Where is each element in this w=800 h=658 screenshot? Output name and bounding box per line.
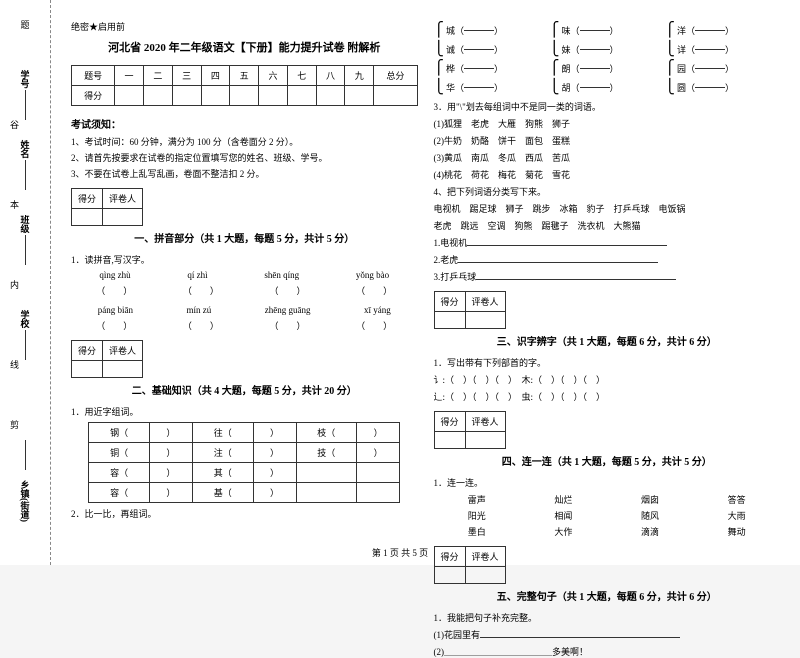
notice-item: 3、不要在试卷上乱写乱画，卷面不整洁扣 2 分。 — [71, 167, 418, 180]
section-title: 三、识字辨字（共 1 大题，每题 6 分，共计 6 分） — [434, 333, 781, 348]
score-table: 题号 一二 三四 五六 七八 九总分 得分 — [71, 65, 418, 106]
side-label: 姓名 — [19, 140, 32, 158]
side-label: 学校 — [19, 310, 32, 328]
question: 1．写出带有下列部首的字。 — [434, 356, 781, 369]
mark: 本 — [8, 200, 21, 209]
mark: 剪 — [8, 420, 21, 429]
question: 4、把下列词语分类写下来。 — [434, 185, 781, 198]
confidential: 绝密★启用前 — [71, 20, 418, 33]
page-footer: 第 1 页 共 5 页 — [0, 546, 800, 559]
marker-table: 得分评卷人 — [71, 340, 143, 378]
mark: 线 — [8, 360, 21, 369]
section-title: 一、拼音部分（共 1 大题，每题 5 分，共计 5 分） — [71, 230, 418, 245]
question: 2．比一比，再组词。 — [71, 507, 418, 520]
question: 1．连一连。 — [434, 476, 781, 489]
section-title: 四、连一连（共 1 大题，每题 5 分，共计 5 分） — [434, 453, 781, 468]
marker-table: 得分评卷人 — [434, 411, 506, 449]
question: 3．用"\"划去每组词中不是同一类的词语。 — [434, 100, 781, 113]
question: 1．用近字组词。 — [71, 405, 418, 418]
section-title: 五、完整句子（共 1 大题，每题 6 分，共计 6 分） — [434, 588, 781, 603]
side-label: 学号 — [19, 70, 32, 88]
side-label: 题 — [19, 20, 32, 29]
mark: 内 — [8, 280, 21, 289]
page-title: 河北省 2020 年二年级语文【下册】能力提升试卷 附解析 — [71, 39, 418, 55]
mark: 谷 — [8, 120, 21, 129]
notice-title: 考试须知： — [71, 116, 418, 131]
side-label: 班级 — [19, 215, 32, 233]
notice-item: 2、请首先按要求在试卷的指定位置填写您的姓名、班级、学号。 — [71, 151, 418, 164]
word-table: 钢（）往（）枝（） 铜（）注（）技（） 容（）其（） 容（）基（） — [88, 422, 400, 503]
marker-table: 得分评卷人 — [434, 291, 506, 329]
question: 1．读拼音,写汉字。 — [71, 253, 418, 266]
notice-item: 1、考试时间：60 分钟，满分为 100 分（含卷面分 2 分）。 — [71, 135, 418, 148]
section-title: 二、基础知识（共 4 大题，每题 5 分，共计 20 分） — [71, 382, 418, 397]
question: 1．我能把句子补充完整。 — [434, 611, 781, 624]
side-label: 乡镇(街道) — [19, 480, 32, 522]
marker-table: 得分评卷人 — [71, 188, 143, 226]
